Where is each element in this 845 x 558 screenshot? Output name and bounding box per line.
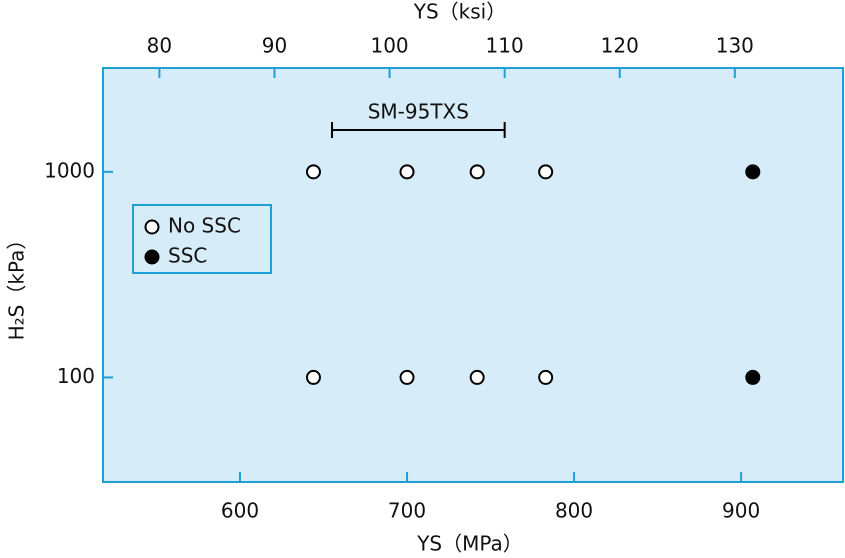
x-tick-label: 800	[555, 499, 593, 523]
data-point	[399, 164, 415, 180]
x-tick-label: 600	[221, 499, 259, 523]
annotation-label: SM-95TXS	[368, 100, 469, 124]
data-point	[305, 369, 321, 385]
data-point	[469, 164, 485, 180]
data-point	[305, 164, 321, 180]
x-axis-title: YS（MPa）	[416, 532, 523, 556]
x2-tick-label: 80	[147, 34, 172, 58]
x2-tick-label: 130	[716, 34, 754, 58]
data-point	[469, 369, 485, 385]
legend-marker	[144, 219, 160, 235]
data-point	[538, 369, 554, 385]
legend-marker	[144, 249, 160, 265]
x2-tick-label: 100	[370, 34, 408, 58]
plot-area	[102, 67, 844, 483]
data-point	[745, 164, 761, 180]
legend-label: SSC	[168, 244, 207, 268]
x-tick-label: 700	[388, 499, 426, 523]
data-point	[399, 369, 415, 385]
y-axis-title: H₂S（kPa）	[5, 230, 29, 341]
legend-label: No SSC	[168, 214, 241, 238]
y-tick-label: 1000	[44, 158, 95, 182]
top-axis-title: YS（ksi）	[413, 0, 506, 24]
x2-tick-label: 120	[601, 34, 639, 58]
y-tick-label: 100	[57, 364, 95, 388]
x2-tick-label: 90	[262, 34, 287, 58]
x2-tick-label: 110	[486, 34, 524, 58]
x-tick-label: 900	[722, 499, 760, 523]
data-point	[538, 164, 554, 180]
data-point	[745, 369, 761, 385]
